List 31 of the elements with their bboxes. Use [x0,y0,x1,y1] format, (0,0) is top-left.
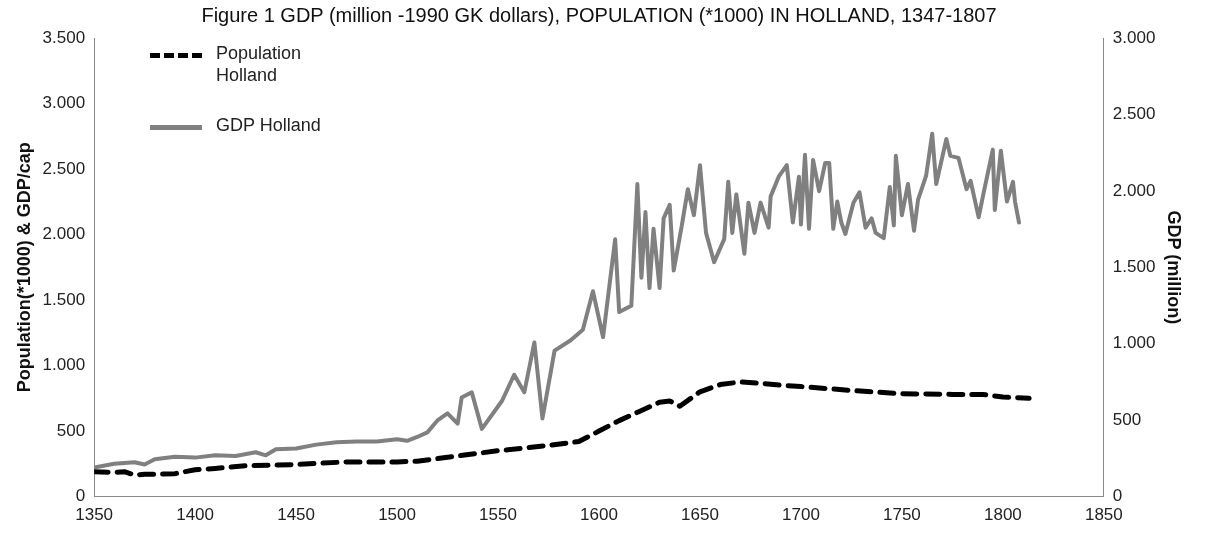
y-tick-label: 1.000 [42,355,86,375]
y-tick-label: 2.500 [42,158,86,178]
x-tick-label: 1750 [883,505,921,525]
y-tick-label: 1.500 [42,289,86,309]
x-tick-label: 1650 [681,505,719,525]
x-tick-label: 1550 [479,505,517,525]
y2-tick-label: 1.000 [1112,333,1156,353]
legend-label: GDP Holland [216,114,322,136]
x-tick-label: 1450 [277,505,315,525]
y2-axis-title: GDP (million) [1164,210,1185,325]
y2-tick-label: 1.500 [1112,256,1156,276]
y2-tick-label: 2.500 [1112,104,1156,124]
x-tick-label: 1400 [176,505,215,525]
x-tick-label: 1700 [782,505,820,525]
y2-tick-label: 2.000 [1112,180,1156,200]
x-tick-label: 1350 [75,505,114,525]
x-tick-label: 1600 [580,505,618,525]
chart-title: Figure 1 GDP (million -1990 GK dollars), POPULATION (*1000) IN HOLLAND, 1347-1807 [201,3,997,26]
y2-tick-label: 500 [1112,409,1142,429]
x-tick-label: 1800 [983,505,1022,525]
y-tick-label: 3.500 [42,27,86,47]
y-axis-title: Population(*1000) & GDP/cap [13,142,34,393]
y-tick-label: 2.000 [42,224,86,244]
x-tick-label: 1500 [378,505,416,525]
y2-tick-label: 0 [1112,486,1123,506]
y2-tick-label: 3.000 [1112,27,1156,47]
y-tick-label: 3.000 [42,93,86,113]
legend-label: Population Holland [216,42,303,86]
y-tick-label: 0 [75,486,86,506]
y-tick-label: 500 [56,420,86,440]
x-tick-label: 1850 [1084,505,1123,525]
